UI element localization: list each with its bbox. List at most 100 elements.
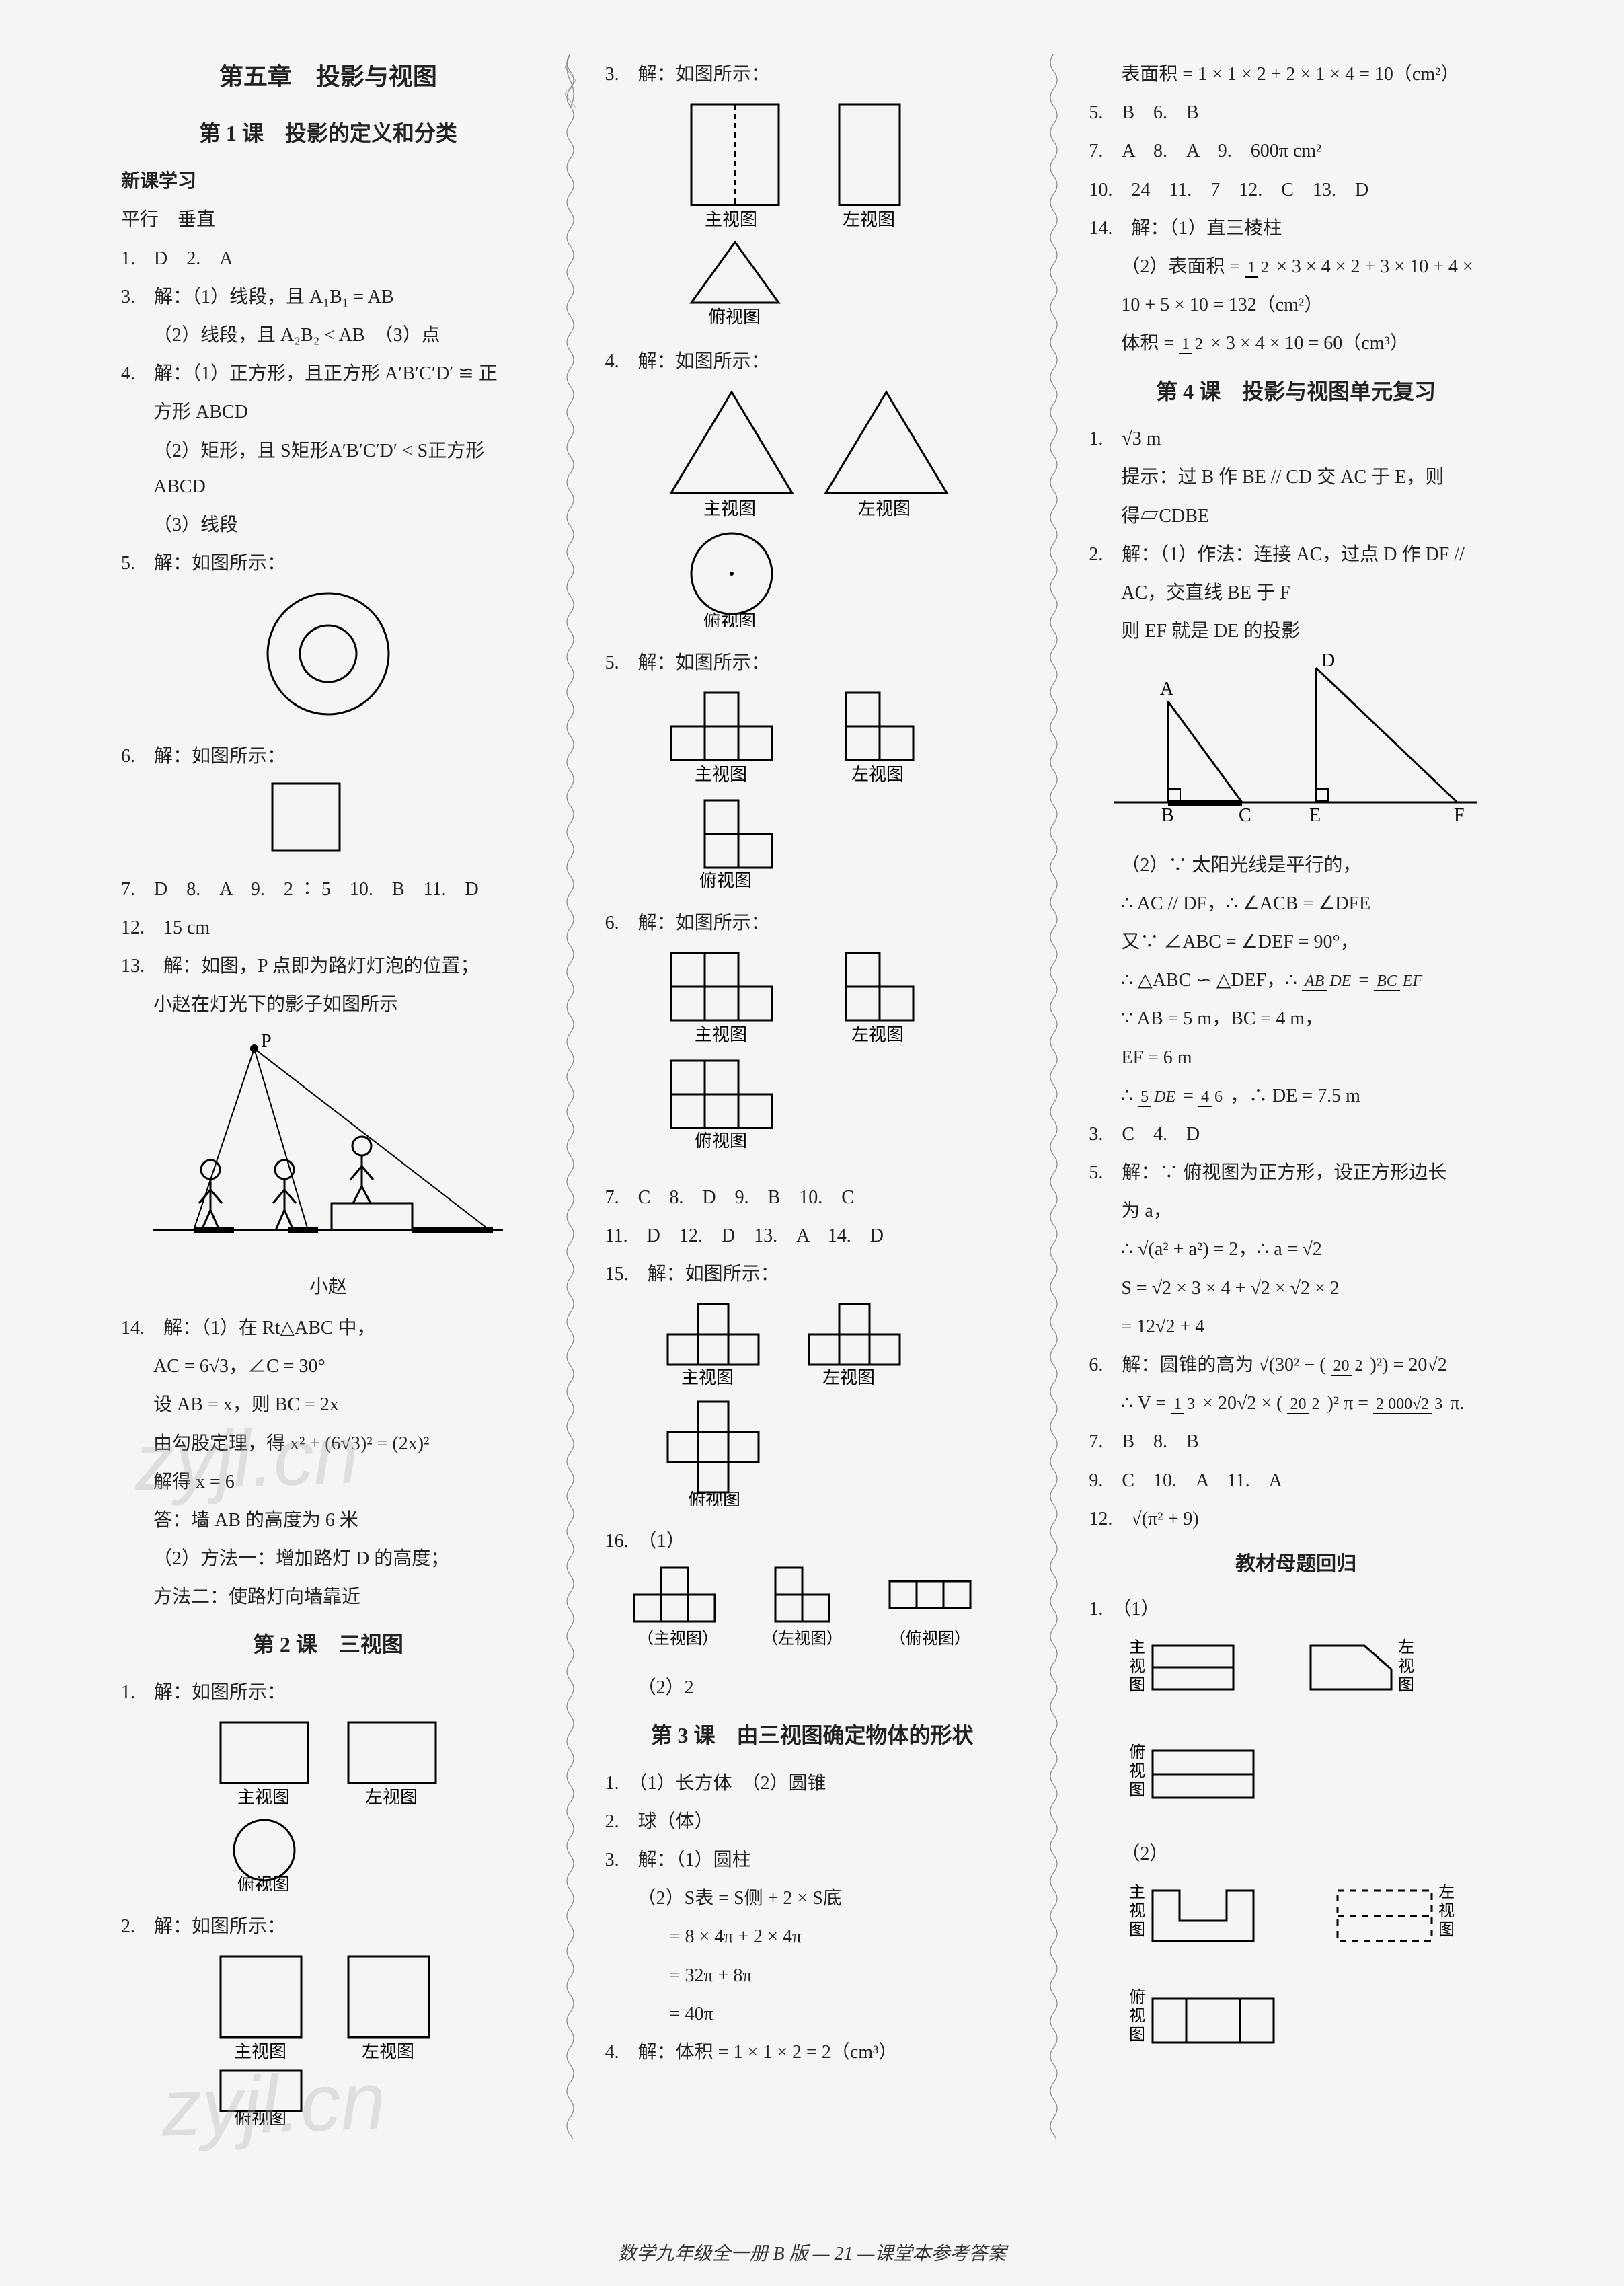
- fig-c2-4: 主视图 左视图 俯视图: [605, 385, 1019, 640]
- l3-3b: （2）S表 = S侧 + 2 × S底: [605, 1880, 1019, 1916]
- frac: 13: [1171, 1389, 1198, 1420]
- t: =: [1183, 1085, 1198, 1106]
- xiaozhao-label: 小赵: [121, 1269, 535, 1305]
- mother-title: 教材母题回归: [1089, 1545, 1503, 1583]
- fig-c2-15: 主视图 左视图 俯视图: [605, 1297, 1019, 1518]
- m1-1: 1. （1）: [1089, 1591, 1503, 1627]
- t: π.: [1450, 1393, 1464, 1414]
- d: 3: [1184, 1396, 1198, 1413]
- l2-sol1: 1. 解：如图所示：: [121, 1675, 535, 1710]
- t: × 20√2 × (: [1202, 1393, 1282, 1414]
- svg-text:俯视图: 俯视图: [237, 1875, 290, 1891]
- l4-5b: ∴ √(a² + a²) = 2，∴ a = √2: [1089, 1231, 1503, 1267]
- c3-14b: （2）表面积 = 12 × 3 × 4 × 2 + 3 × 10 + 4 ×: [1089, 249, 1503, 284]
- svg-text:图: 图: [1129, 2026, 1145, 2044]
- d: 2: [1258, 259, 1272, 276]
- n: 5: [1138, 1088, 1151, 1107]
- svg-text:（主视图）: （主视图）: [637, 1630, 718, 1648]
- l3-2: 2. 球（体）: [605, 1804, 1019, 1839]
- frac: ABDE: [1302, 966, 1354, 997]
- svg-text:俯视图: 俯视图: [234, 2109, 286, 2125]
- sol-14h: 方法二：使路灯向墙靠近: [121, 1579, 535, 1615]
- sol-4a2: 方形 ABCD: [121, 394, 535, 430]
- frac: BCEF: [1374, 966, 1425, 997]
- c2-16: 16. （1）: [605, 1523, 1019, 1559]
- l4-2c: 则 EF 就是 DE 的投影: [1089, 613, 1503, 649]
- frac: 2 000√23: [1373, 1389, 1445, 1420]
- svg-text:主: 主: [1129, 1638, 1145, 1656]
- sol-14b: AC = 6√3，∠C = 30°: [121, 1348, 535, 1384]
- frac-half: 12: [1245, 253, 1272, 284]
- t: ∴ V =: [1121, 1393, 1171, 1414]
- sol-14a: 14. 解：（1）在 Rt△ABC 中，: [121, 1310, 535, 1346]
- new-study-heading: 新课学习: [121, 163, 535, 199]
- c3-14d: 体积 = 12 × 3 × 4 × 10 = 60（cm³）: [1089, 326, 1503, 361]
- svg-text:主: 主: [1129, 1883, 1145, 1901]
- svg-text:左视图: 左视图: [851, 1025, 904, 1044]
- l4-5a: 5. 解：∵ 俯视图为正方形，设正方形边长: [1089, 1155, 1503, 1190]
- l4-2e: ∴ AC // DF，∴ ∠ACB = ∠DFE: [1089, 886, 1503, 921]
- label-P: P: [261, 1031, 272, 1052]
- fig-m1-2-fu: 俯视图: [1089, 1982, 1503, 2075]
- l4-2b: AC，交直线 BE 于 F: [1089, 575, 1503, 611]
- fig-c2-3: 主视图 左视图 俯视图: [605, 98, 1019, 338]
- n: AB: [1302, 973, 1327, 991]
- ans-12: 12. 15 cm: [121, 910, 535, 946]
- c2-5: 5. 解：如图所示：: [605, 645, 1019, 681]
- n: 2 000√2: [1373, 1396, 1432, 1414]
- c3-14c: 10 + 5 × 10 = 132（cm²）: [1089, 287, 1503, 323]
- lesson4-title: 第 4 课 投影与视图单元复习: [1089, 371, 1503, 412]
- svg-text:主视图: 主视图: [705, 210, 757, 229]
- svg-text:俯视图: 俯视图: [699, 871, 752, 888]
- svg-text:C: C: [1239, 805, 1251, 826]
- text: 平行 垂直: [121, 202, 535, 237]
- l4-5d: = 12√2 + 4: [1089, 1309, 1503, 1344]
- svg-text:视: 视: [1398, 1657, 1414, 1675]
- svg-text:F: F: [1454, 805, 1465, 826]
- d: DE: [1151, 1088, 1178, 1106]
- l2-sol2: 2. 解：如图所示：: [121, 1909, 535, 1944]
- t: ，∴ DE = 7.5 m: [1230, 1085, 1360, 1106]
- l3-4: 4. 解：体积 = 1 × 1 × 2 = 2（cm³）: [605, 2034, 1019, 2070]
- svg-text:左视图: 左视图: [858, 499, 911, 519]
- fig-l2-1: 主视图 左视图 俯视图: [121, 1716, 535, 1903]
- l4-12: 12. √(π² + 9): [1089, 1501, 1503, 1537]
- d: 2: [1352, 1357, 1366, 1375]
- ans-row2: 7. C 8. D 9. B 10. C: [605, 1180, 1019, 1215]
- l4-34: 3. C 4. D: [1089, 1116, 1503, 1152]
- svg-text:E: E: [1309, 805, 1321, 826]
- sol-4c: （3）线段: [121, 507, 535, 543]
- svg-text:左视图: 左视图: [362, 2042, 414, 2061]
- sol-3b: （2）线段，且 A₂B₂ < AB （3）点: [121, 317, 535, 353]
- n: BC: [1374, 973, 1400, 991]
- svg-text:左视图: 左视图: [365, 1788, 418, 1807]
- svg-text:左视图: 左视图: [843, 210, 895, 229]
- sol-4a: 4. 解：（1）正方形，且正方形 A′B′C′D′ ≌ 正: [121, 356, 535, 391]
- l4-78: 7. B 8. B: [1089, 1424, 1503, 1459]
- l3-3e: = 40π: [605, 1996, 1019, 2032]
- zigzag-divider: [1046, 54, 1062, 2139]
- column-1: 第五章 投影与视图 第 1 课 投影的定义和分类 新课学习 平行 垂直 1. D…: [121, 54, 535, 2142]
- n: 4: [1198, 1088, 1212, 1107]
- t: 体积 =: [1121, 333, 1174, 354]
- svg-text:图: 图: [1438, 1921, 1455, 1939]
- svg-text:图: 图: [1129, 1921, 1145, 1939]
- n: 1: [1171, 1396, 1184, 1414]
- c3-79: 7. A 8. A 9. 600π cm²: [1089, 133, 1503, 169]
- page-columns: 第五章 投影与视图 第 1 课 投影的定义和分类 新课学习 平行 垂直 1. D…: [121, 54, 1503, 2142]
- svg-text:视: 视: [1438, 1902, 1455, 1920]
- n: 20: [1331, 1357, 1352, 1376]
- sol-5: 5. 解：如图所示：: [121, 545, 535, 581]
- svg-text:俯视图: 俯视图: [688, 1490, 740, 1506]
- n: 1: [1245, 259, 1258, 278]
- fig-l4-triangles: A B C D E F: [1089, 654, 1503, 841]
- l3-3c: = 8 × 4π + 2 × 4π: [605, 1919, 1019, 1954]
- svg-text:A: A: [1160, 679, 1174, 699]
- sol-14f: 答：墙 AB 的高度为 6 米: [121, 1502, 535, 1538]
- page-footer: 数学九年级全一册 B 版 — 21 —课堂本参考答案: [0, 2239, 1624, 2266]
- column-2: 3. 解：如图所示： 主视图 左视图 俯视图 4. 解：如图所示： 主视图 左视…: [605, 54, 1019, 2142]
- c2-16b: （2）2: [605, 1670, 1019, 1706]
- column-3: 表面积 = 1 × 1 × 2 + 2 × 1 × 4 = 10（cm²） 5.…: [1089, 54, 1503, 2142]
- d: 2: [1309, 1396, 1322, 1413]
- l4-1: 1. √3 m: [1089, 421, 1503, 457]
